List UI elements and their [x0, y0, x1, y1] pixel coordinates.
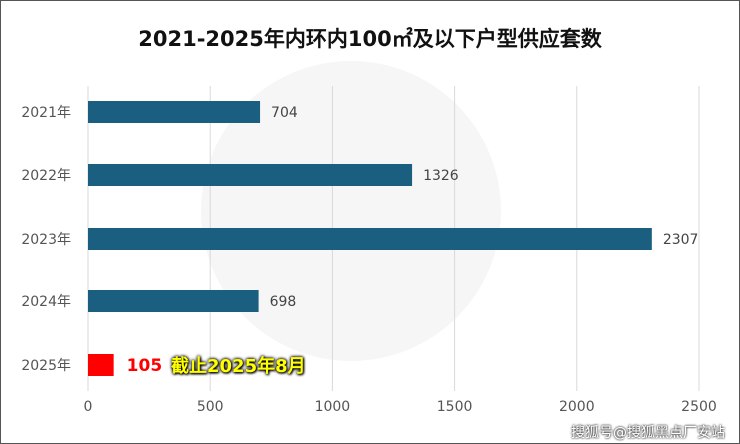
data-label: 698	[270, 294, 297, 310]
data-label: 1326	[423, 168, 459, 184]
bar	[88, 290, 259, 312]
bar	[88, 354, 114, 376]
data-label: 704	[271, 105, 298, 121]
x-tick-label: 0	[84, 399, 93, 415]
x-tick-label: 1500	[437, 399, 473, 415]
category-label: 2023年	[21, 232, 71, 248]
category-label: 2025年	[21, 358, 71, 374]
data-label: 105	[127, 356, 163, 376]
annotation-note: 截止2025年8月	[171, 356, 306, 377]
bar	[88, 164, 413, 186]
x-tick-label: 2000	[559, 399, 595, 415]
source-credit: 搜狐号@搜狐黑点厂安站	[571, 425, 725, 441]
x-tick-label: 500	[197, 399, 224, 415]
x-tick-label: 2500	[681, 399, 717, 415]
bar	[88, 228, 652, 250]
chart-title: 2021-2025年内环内100㎡及以下户型供应套数	[138, 27, 602, 51]
category-label: 2021年	[21, 105, 71, 121]
x-tick-label: 1000	[315, 399, 351, 415]
bar	[88, 101, 261, 123]
data-label: 2307	[663, 232, 699, 248]
category-label: 2024年	[21, 294, 71, 310]
category-label: 2022年	[21, 168, 71, 184]
